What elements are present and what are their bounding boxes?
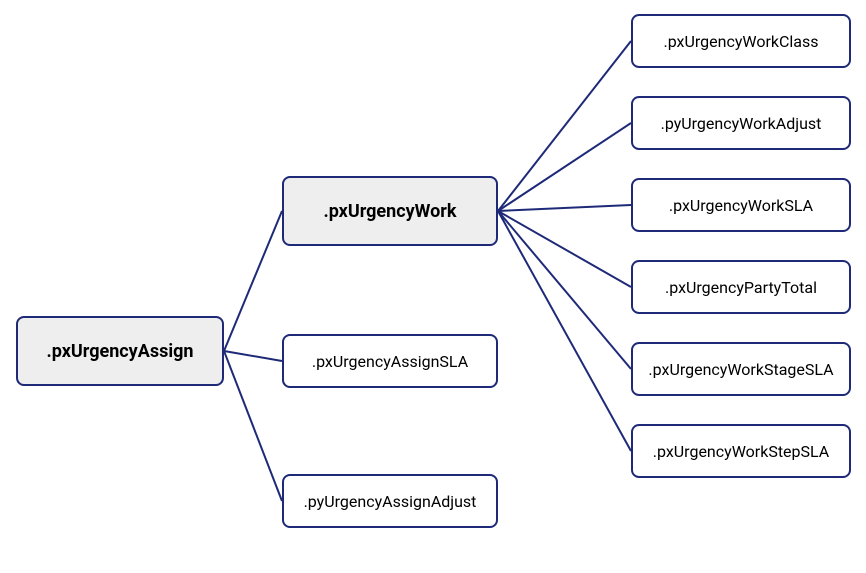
tree-node-workClass: .pxUrgencyWorkClass: [631, 14, 851, 68]
tree-edge: [498, 205, 631, 211]
tree-edge: [224, 211, 282, 351]
tree-node-label: .pxUrgencyAssign: [47, 341, 194, 362]
tree-node-stepSla: .pxUrgencyWorkStepSLA: [631, 424, 851, 478]
tree-edge: [498, 211, 631, 287]
tree-node-label: .pxUrgencyWorkStepSLA: [653, 442, 829, 461]
tree-node-label: .pyUrgencyWorkAdjust: [661, 114, 822, 133]
tree-node-label: .pyUrgencyAssignAdjust: [304, 492, 477, 511]
tree-node-stageSla: .pxUrgencyWorkStageSLA: [631, 342, 851, 396]
tree-edge: [498, 41, 631, 211]
tree-node-label: .pxUrgencyWorkStageSLA: [648, 360, 833, 379]
tree-node-label: .pxUrgencyAssignSLA: [312, 352, 468, 371]
tree-node-assignSla: .pxUrgencyAssignSLA: [282, 334, 498, 388]
tree-node-assignAdjust: .pyUrgencyAssignAdjust: [282, 474, 498, 528]
tree-edge: [224, 351, 282, 361]
tree-node-workAdjust: .pyUrgencyWorkAdjust: [631, 96, 851, 150]
tree-edge: [498, 211, 631, 451]
tree-node-label: .pxUrgencyWorkSLA: [669, 196, 813, 215]
tree-edge: [498, 123, 631, 211]
tree-edge: [498, 211, 631, 369]
tree-node-root: .pxUrgencyAssign: [16, 316, 224, 386]
tree-node-workSla: .pxUrgencyWorkSLA: [631, 178, 851, 232]
tree-node-label: .pxUrgencyWork: [323, 201, 456, 222]
tree-node-label: .pxUrgencyPartyTotal: [665, 278, 817, 297]
tree-node-label: .pxUrgencyWorkClass: [663, 32, 818, 51]
tree-node-work: .pxUrgencyWork: [282, 176, 498, 246]
tree-edge: [224, 351, 282, 501]
tree-node-partyTotal: .pxUrgencyPartyTotal: [631, 260, 851, 314]
